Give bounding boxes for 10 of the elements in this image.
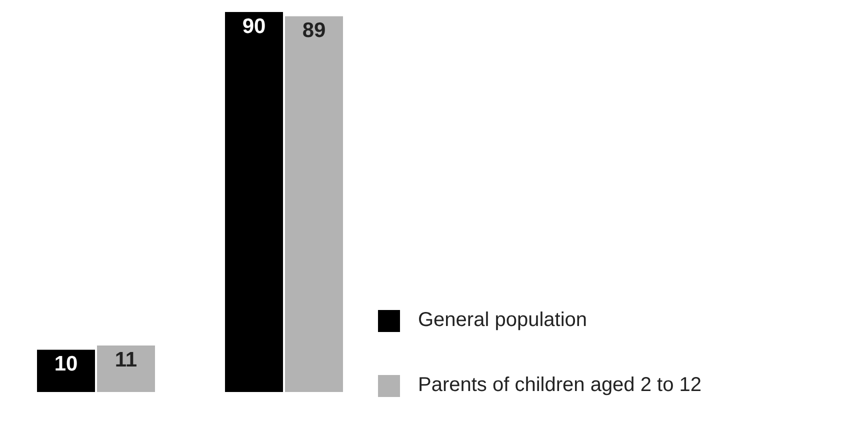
legend-label: Parents of children aged 2 to 12 xyxy=(418,374,702,397)
data-label: 11 xyxy=(114,348,138,372)
bar xyxy=(37,350,95,392)
bar xyxy=(285,16,343,392)
bar xyxy=(225,12,283,392)
data-label: 89 xyxy=(302,19,326,42)
bar xyxy=(97,346,155,392)
legend-label: General population xyxy=(418,309,588,332)
data-label: 10 xyxy=(54,352,78,376)
data-label: 90 xyxy=(242,14,266,38)
